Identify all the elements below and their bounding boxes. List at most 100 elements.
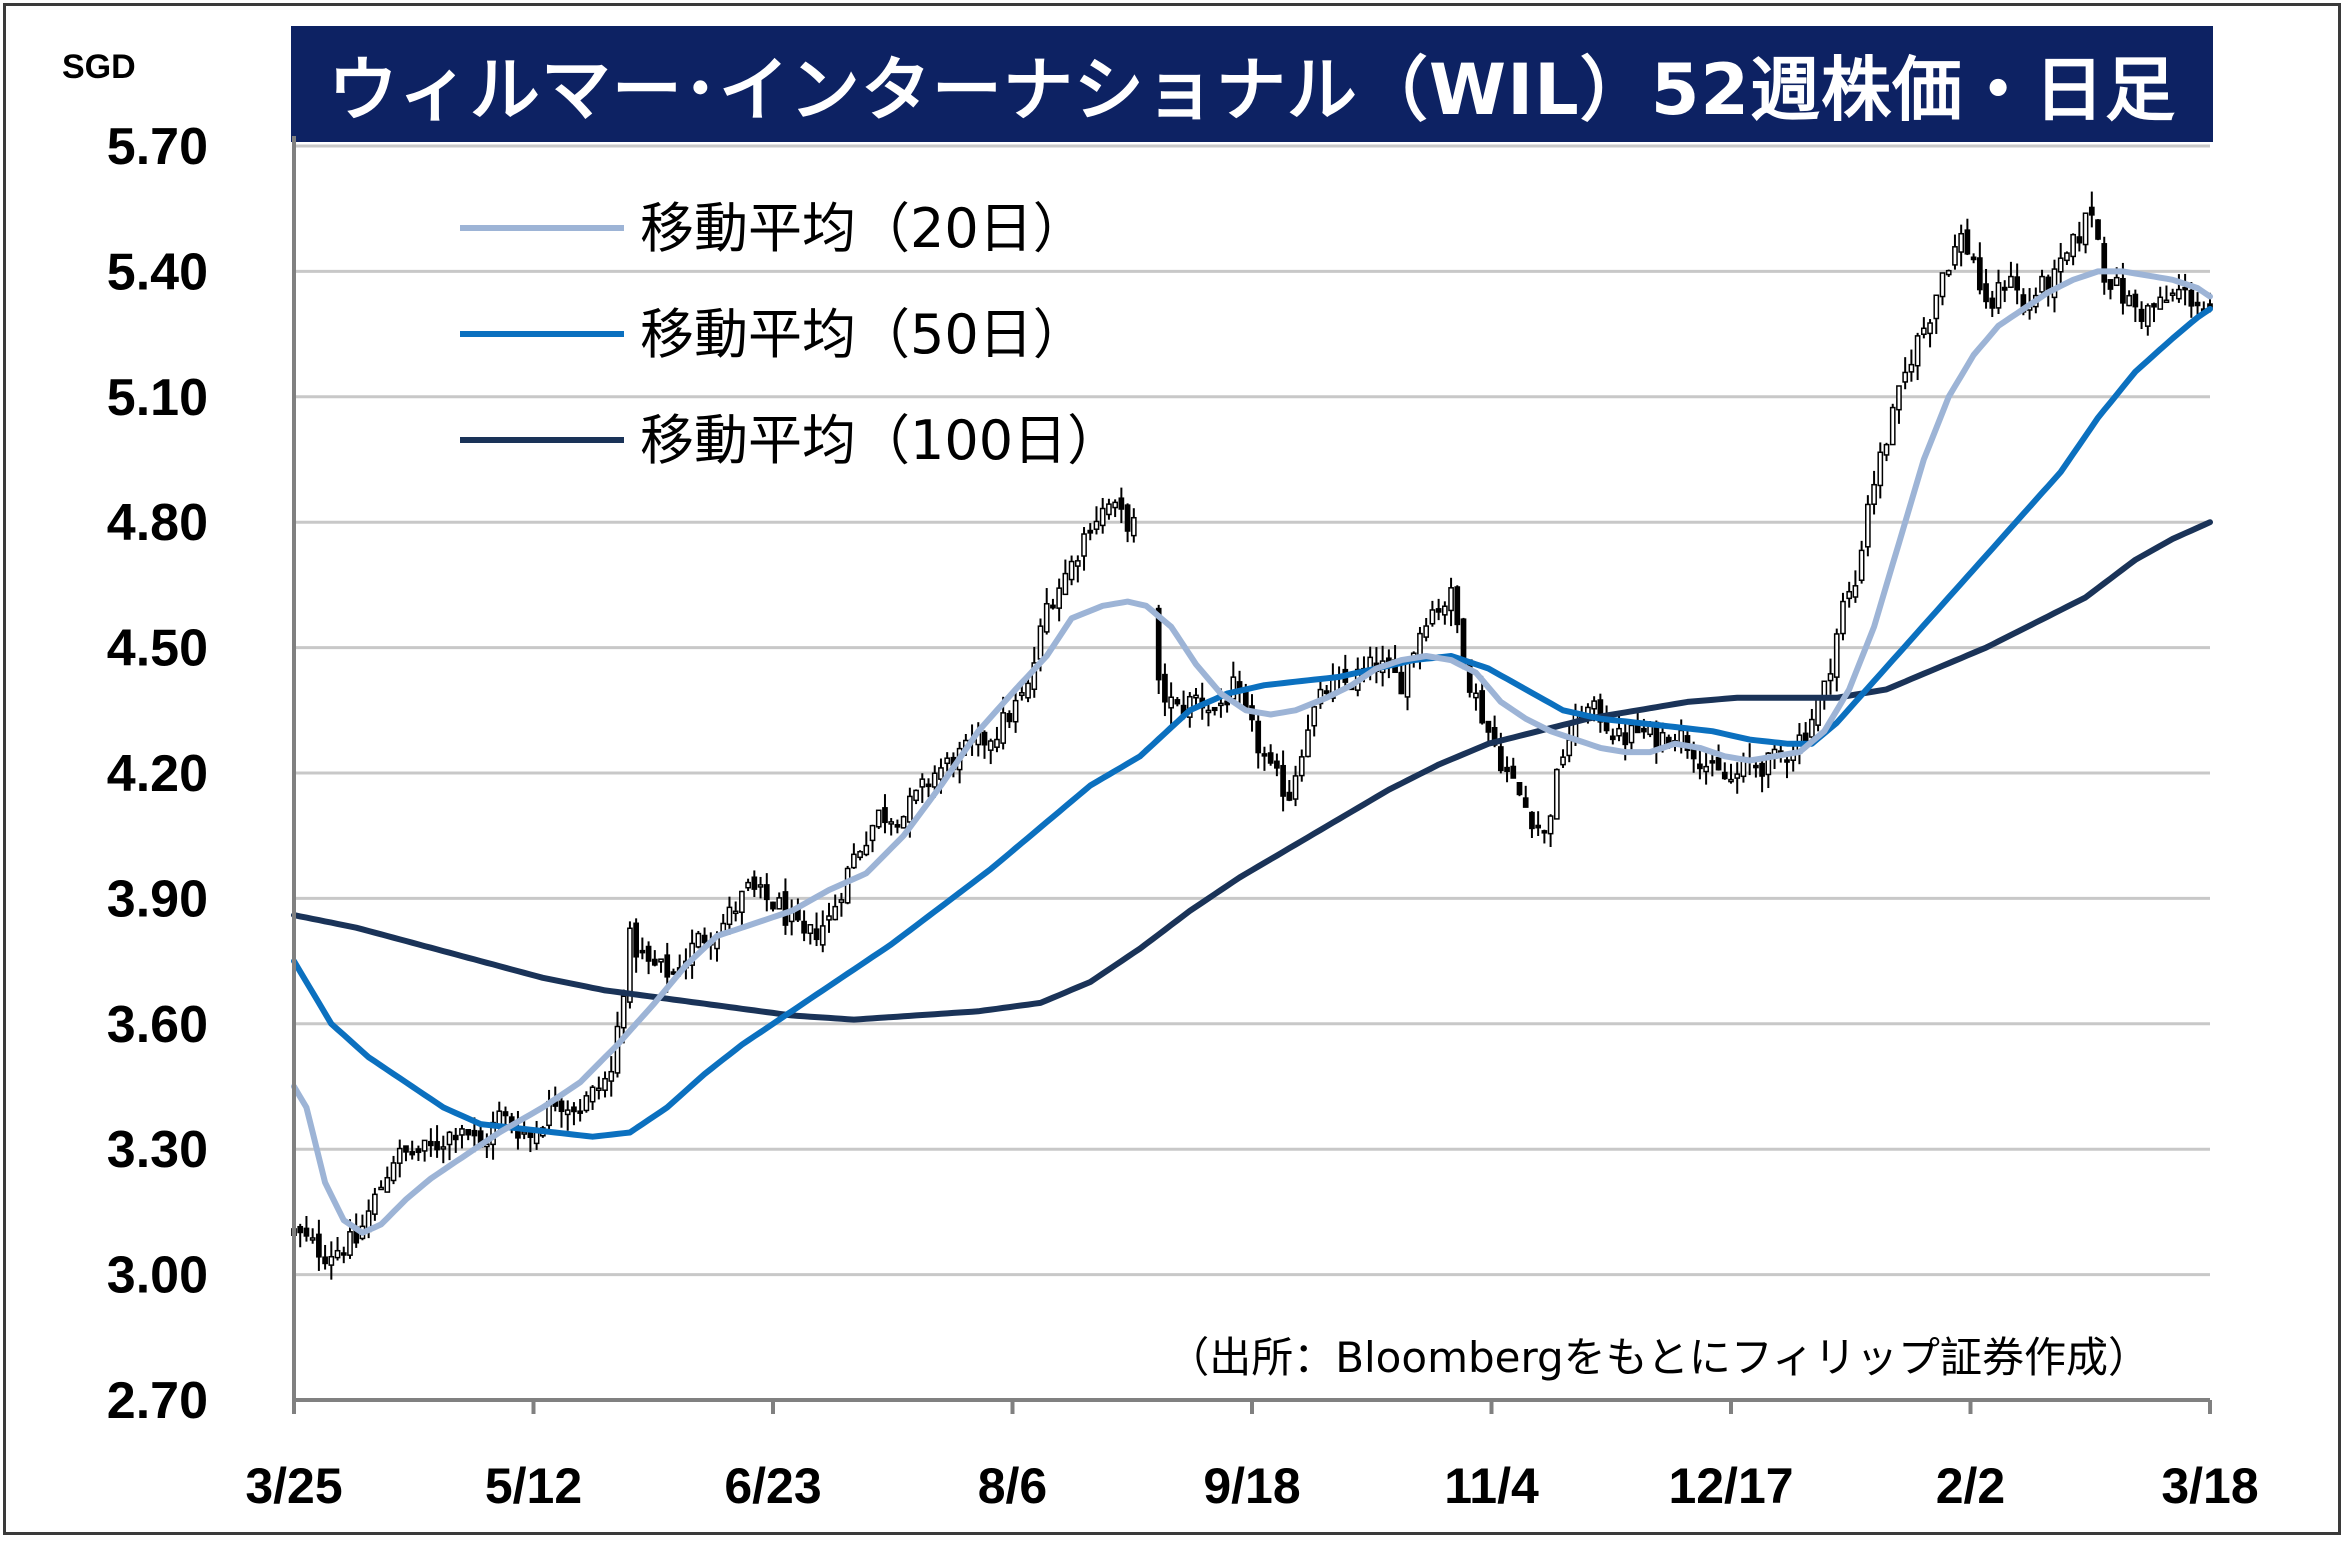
candle-body bbox=[1112, 501, 1118, 509]
candlestick bbox=[2163, 285, 2170, 304]
candlestick bbox=[1274, 753, 1280, 777]
candlestick bbox=[1858, 540, 1865, 584]
candlestick bbox=[2126, 290, 2132, 307]
candle-body bbox=[2076, 236, 2083, 244]
candle-body bbox=[1902, 371, 1909, 383]
candle-body bbox=[1995, 282, 2002, 309]
x-tick-label: 12/17 bbox=[1668, 1458, 1793, 1514]
x-tick-label: 11/4 bbox=[1444, 1458, 1539, 1514]
candlestick bbox=[888, 818, 895, 836]
candlestick bbox=[595, 1076, 602, 1100]
candlestick bbox=[1112, 499, 1118, 518]
candlestick bbox=[1473, 683, 1479, 711]
candle-body bbox=[987, 740, 994, 751]
candlestick bbox=[1697, 749, 1703, 780]
candle-body bbox=[1292, 775, 1299, 800]
legend-label: 移動平均（20日） bbox=[640, 197, 1087, 260]
candle-body bbox=[1715, 756, 1722, 771]
candle-body bbox=[583, 1095, 590, 1112]
candle-body bbox=[1280, 764, 1286, 797]
candle-body bbox=[633, 922, 639, 958]
candlestick bbox=[1305, 714, 1311, 758]
candlestick bbox=[602, 1071, 608, 1098]
candlestick bbox=[434, 1125, 440, 1158]
candlestick bbox=[2064, 251, 2070, 265]
candle-body bbox=[1323, 690, 1330, 695]
candle-body bbox=[1529, 811, 1535, 830]
candle-body bbox=[1267, 752, 1274, 764]
candle-body bbox=[751, 876, 758, 890]
candle-body bbox=[1087, 529, 1094, 534]
candlestick bbox=[446, 1130, 453, 1161]
candlestick bbox=[863, 831, 870, 857]
candle-body bbox=[1516, 782, 1523, 796]
x-tick-label: 3/18 bbox=[2161, 1458, 2258, 1514]
candlestick bbox=[533, 1120, 540, 1150]
candlestick bbox=[409, 1140, 416, 1160]
candle-body bbox=[2088, 206, 2095, 216]
candle-body bbox=[1852, 585, 1859, 598]
candle-body bbox=[602, 1077, 608, 1091]
candlestick bbox=[894, 819, 901, 834]
candlestick bbox=[739, 890, 745, 929]
candlestick bbox=[1920, 317, 1927, 339]
candle-body bbox=[2039, 275, 2045, 293]
y-tick-label: 5.70 bbox=[107, 118, 208, 176]
candlestick bbox=[1759, 760, 1765, 793]
candlestick bbox=[1286, 780, 1293, 802]
candle-body bbox=[1553, 768, 1560, 820]
candle-body bbox=[564, 1109, 571, 1116]
candle-body bbox=[1628, 724, 1635, 744]
candlestick bbox=[788, 899, 795, 936]
candlestick bbox=[1118, 487, 1125, 524]
candlestick bbox=[2138, 301, 2145, 330]
candle-body bbox=[2057, 257, 2064, 273]
candlestick bbox=[546, 1089, 552, 1132]
candle-body bbox=[819, 925, 826, 946]
candle-body bbox=[2151, 303, 2157, 308]
candlestick bbox=[1715, 744, 1722, 771]
candle-body bbox=[334, 1249, 341, 1259]
candle-body bbox=[745, 881, 751, 889]
candlestick bbox=[875, 809, 882, 830]
candlestick bbox=[1902, 357, 1909, 390]
candle-body bbox=[589, 1086, 596, 1103]
candle-body bbox=[1970, 256, 1977, 261]
candle-body bbox=[857, 850, 863, 859]
candle-body bbox=[2157, 296, 2164, 310]
candle-body bbox=[502, 1111, 509, 1117]
candlestick bbox=[1721, 762, 1728, 780]
candlestick bbox=[2082, 212, 2089, 254]
candlestick bbox=[1609, 728, 1616, 745]
candle-body bbox=[1597, 699, 1604, 723]
candlestick bbox=[2101, 236, 2108, 295]
candle-body bbox=[571, 1106, 577, 1113]
y-tick-label: 3.90 bbox=[107, 870, 208, 928]
candlestick bbox=[2057, 242, 2064, 286]
candlestick bbox=[782, 878, 789, 935]
candlestick bbox=[1522, 785, 1529, 808]
candle-body bbox=[726, 906, 733, 926]
candle-body bbox=[658, 958, 664, 963]
y-tick-label: 5.40 bbox=[107, 243, 208, 301]
candle-body bbox=[1037, 625, 1044, 660]
candle-body bbox=[882, 807, 888, 824]
candle-body bbox=[1311, 706, 1318, 727]
candle-body bbox=[1485, 720, 1492, 733]
candlestick bbox=[1423, 617, 1430, 642]
candlestick bbox=[1298, 749, 1305, 782]
candlestick bbox=[1280, 750, 1286, 812]
candle-body bbox=[1261, 753, 1268, 757]
candle-body bbox=[782, 891, 789, 926]
candle-body bbox=[390, 1162, 397, 1182]
candle-body bbox=[620, 995, 627, 1029]
candlestick bbox=[1099, 497, 1106, 534]
candle-body bbox=[1497, 746, 1504, 772]
candlestick bbox=[1815, 695, 1821, 732]
candle-body bbox=[1896, 385, 1902, 411]
candle-body bbox=[2082, 212, 2089, 246]
candlestick bbox=[801, 910, 807, 942]
candle-body bbox=[1074, 560, 1081, 567]
candle-body bbox=[913, 789, 919, 802]
chart-title: ウィルマー･インターナショナル（WIL）52週株価・日足 bbox=[327, 48, 2177, 131]
